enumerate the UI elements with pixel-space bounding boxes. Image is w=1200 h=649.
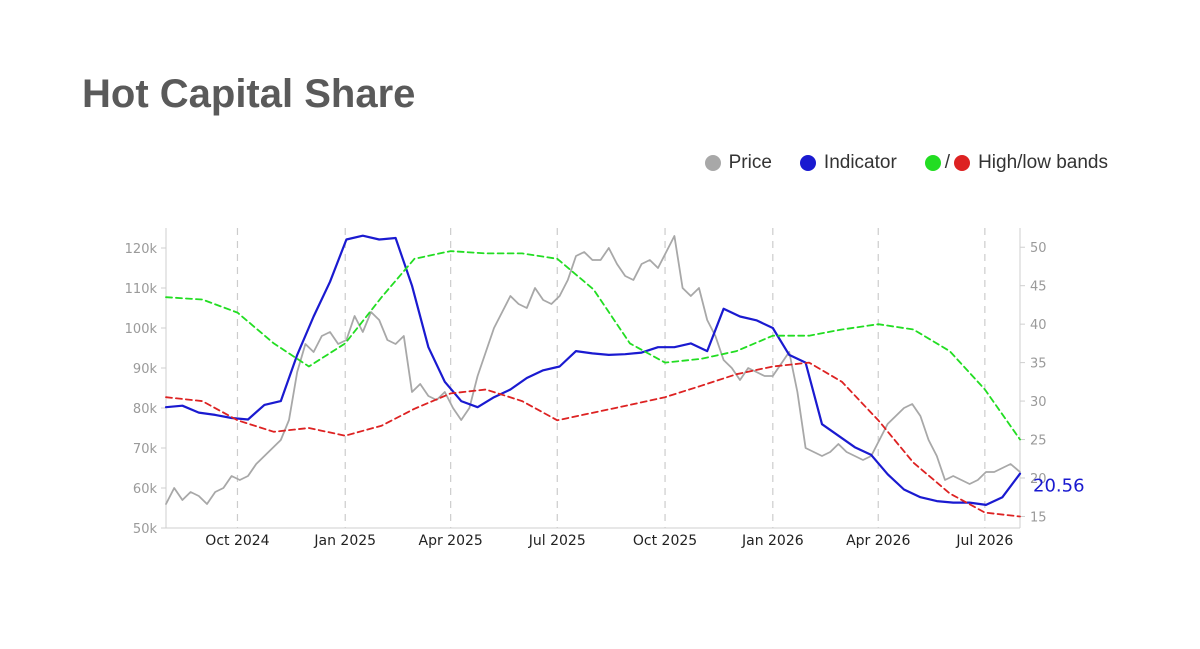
chart-axes <box>161 228 1025 529</box>
right-y-tick-label: 35 <box>1030 357 1047 372</box>
left-y-tick-label: 90k <box>133 362 158 377</box>
price-series-line <box>165 235 1021 505</box>
legend-label-indicator: Indicator <box>823 152 897 173</box>
x-tick-label: Jul 2025 <box>528 533 586 549</box>
low-band-legend-dot-icon <box>954 155 971 171</box>
left-y-tick-label: 70k <box>133 442 158 457</box>
data-labels: 20.56 <box>1033 476 1085 497</box>
right-y-tick-label: 20 <box>1030 472 1047 487</box>
legend-item-indicator[interactable]: Indicator <box>799 152 897 174</box>
price-legend-dot-icon <box>704 155 721 171</box>
indicator-legend-dot-icon <box>799 155 816 171</box>
right-y-tick-label: 25 <box>1030 434 1047 449</box>
legend-separator: / <box>944 152 951 173</box>
right-y-tick-label: 40 <box>1030 318 1047 333</box>
tick-labels: Oct 2024 Jan 2025 Apr 2025 Jul 2025 Oct 2025… <box>125 241 1047 549</box>
legend-item-price[interactable]: Price <box>704 152 772 174</box>
series-lines <box>164 234 1022 518</box>
left-y-tick-label: 60k <box>133 482 158 497</box>
right-y-tick-label: 50 <box>1030 241 1047 256</box>
right-y-tick-label: 45 <box>1030 280 1047 295</box>
low-band-series-line <box>165 361 1021 518</box>
x-tick-label: Jul 2026 <box>955 533 1013 549</box>
left-y-tick-label: 80k <box>133 402 158 417</box>
high-band-legend-dot-icon <box>924 155 941 171</box>
right-y-tick-label: 15 <box>1030 510 1047 525</box>
left-y-tick-label: 120k <box>125 242 158 257</box>
x-tick-label: Oct 2024 <box>205 533 269 549</box>
left-y-tick-label: 110k <box>125 282 158 297</box>
legend-label-bands: High/low bands <box>978 152 1108 173</box>
legend-label-price: Price <box>728 152 772 173</box>
right-y-tick-label: 30 <box>1030 395 1047 410</box>
vertical-gridlines <box>236 228 986 528</box>
high-band-series-line <box>165 250 1021 441</box>
x-tick-label: Apr 2026 <box>846 533 910 549</box>
legend-item-bands[interactable]: / High/low bands <box>924 152 1108 174</box>
x-tick-label: Apr 2025 <box>419 533 483 549</box>
x-tick-label: Jan 2026 <box>741 533 804 549</box>
indicator-last-value-label: 20.56 <box>1033 476 1085 497</box>
page-title: Hot Capital Share <box>82 72 416 116</box>
chart-legend: Price Indicator / High/low bands <box>704 152 1108 174</box>
x-tick-label: Jan 2025 <box>313 533 376 549</box>
x-tick-label: Oct 2025 <box>633 533 697 549</box>
indicator-series-line <box>164 234 1022 506</box>
left-y-tick-label: 100k <box>125 322 158 337</box>
left-y-tick-label: 50k <box>133 522 158 537</box>
